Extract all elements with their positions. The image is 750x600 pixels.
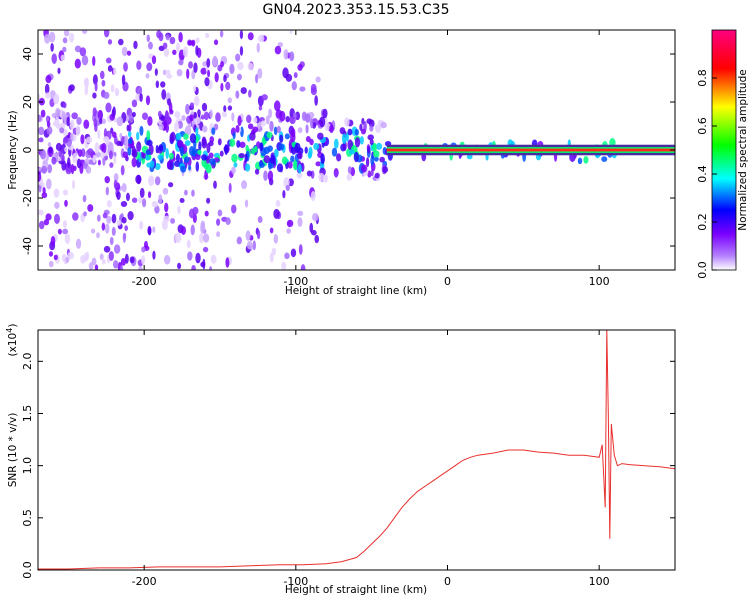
colorbar-frame bbox=[711, 29, 737, 271]
spectrogram-x-tick-label: 100 bbox=[589, 275, 610, 288]
spectrogram-y-tick-label: -20 bbox=[21, 189, 34, 207]
spectrogram-cells bbox=[38, 30, 617, 270]
spectrogram-x-ticks: -200 -100 0 100 bbox=[132, 30, 610, 288]
spectrogram-y-label: Frequency (Hz) bbox=[7, 110, 19, 189]
spectrogram-y-tick-label: 0 bbox=[21, 147, 34, 154]
snr-y-tick-label: 1.5 bbox=[21, 405, 34, 423]
snr-y-label: SNR (10 * v/v) bbox=[7, 413, 19, 488]
spectrogram-carrier-peak bbox=[386, 148, 675, 152]
snr-y-tick-label: 0.5 bbox=[21, 509, 34, 527]
snr-y-tick-label: 0.0 bbox=[21, 561, 34, 579]
snr-panel: -200 -100 0 100 0.0 0.5 1.0 1.5 2.0 Height of s… bbox=[5, 324, 676, 596]
snr-y-tick-label: 1.0 bbox=[21, 457, 34, 475]
snr-scale-factor: (x104) bbox=[5, 324, 19, 357]
spectrogram-y-tick-label: 20 bbox=[21, 95, 34, 109]
colorbar-tick-label: 0.6 bbox=[696, 117, 709, 135]
snr-x-ticks: -200 -100 0 100 bbox=[132, 330, 610, 588]
colorbar-ticks: 0.0 0.2 0.4 0.6 0.8 bbox=[696, 69, 717, 279]
colorbar-tick-label: 0.4 bbox=[696, 165, 709, 183]
spectrogram-y-ticks: -40 -20 0 20 40 bbox=[21, 47, 675, 255]
colorbar-tick-label: 0.0 bbox=[696, 261, 709, 279]
colorbar-tick-label: 0.2 bbox=[696, 213, 709, 231]
snr-x-tick-label: -200 bbox=[132, 575, 157, 588]
snr-y-ticks: 0.0 0.5 1.0 1.5 2.0 bbox=[21, 353, 675, 579]
colorbar-label: Normalized spectral amplitude bbox=[737, 69, 749, 230]
spectrogram-x-tick-label: -100 bbox=[283, 275, 308, 288]
colorbar-tick-label: 0.8 bbox=[696, 69, 709, 87]
spectrogram-y-tick-label: 40 bbox=[21, 47, 34, 61]
spectrogram-x-label: Height of straight line (km) bbox=[285, 285, 427, 297]
spectrogram-x-tick-label: 0 bbox=[444, 275, 451, 288]
figure-title: GN04.2023.353.15.53.C35 bbox=[263, 2, 450, 18]
colorbar-gradient bbox=[712, 30, 736, 270]
snr-x-tick-label: -100 bbox=[283, 575, 308, 588]
snr-x-tick-label: 0 bbox=[444, 575, 451, 588]
colorbar: 0.0 0.2 0.4 0.6 0.8 Normalized spectral ampl… bbox=[696, 29, 749, 279]
spectrogram-y-tick-label: -40 bbox=[21, 237, 34, 255]
spectrogram-x-tick-label: -200 bbox=[132, 275, 157, 288]
snr-series-line bbox=[38, 330, 675, 570]
snr-y-tick-label: 2.0 bbox=[21, 353, 34, 371]
snr-x-label: Height of straight line (km) bbox=[285, 584, 427, 596]
snr-frame bbox=[37, 329, 676, 571]
snr-x-tick-label: 100 bbox=[589, 575, 610, 588]
